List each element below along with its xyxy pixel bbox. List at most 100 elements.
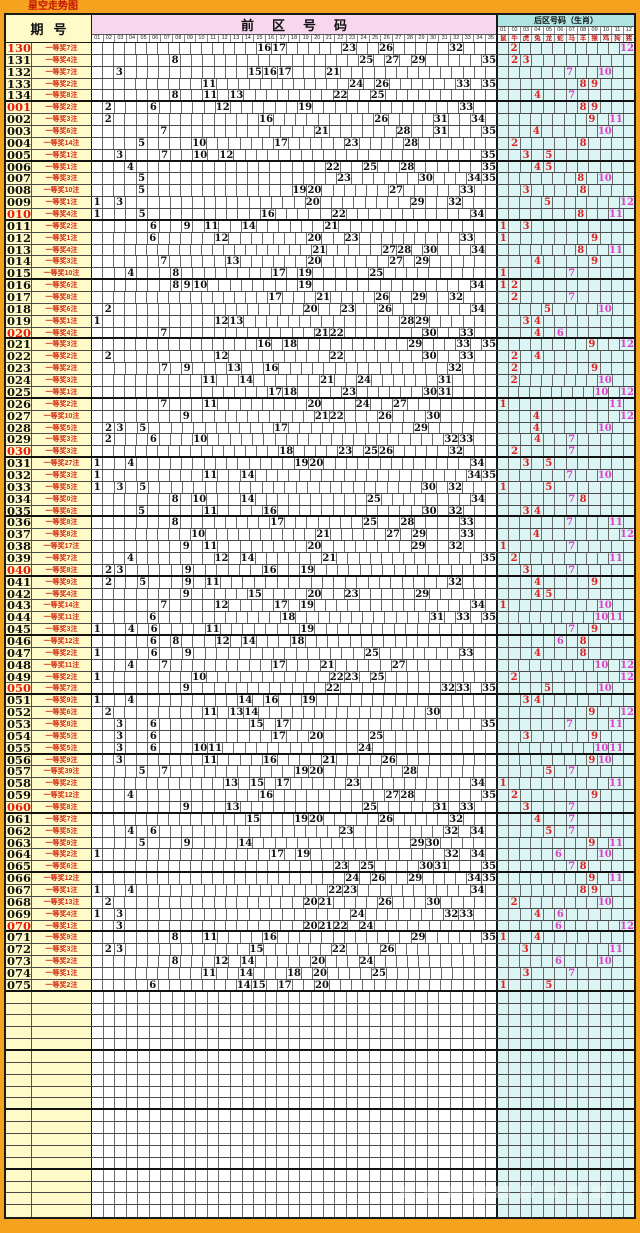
back-cell (498, 742, 509, 753)
front-cell (148, 149, 160, 160)
front-cell (438, 43, 450, 54)
back-cell (553, 410, 565, 422)
back-cell: 8 (576, 244, 587, 256)
front-cell (263, 137, 275, 149)
back-cell (584, 659, 595, 671)
front-cell (248, 790, 260, 801)
front-cell (291, 149, 302, 160)
front-cell (254, 1003, 266, 1015)
front-cell (281, 327, 293, 338)
front-cell: 20 (309, 766, 325, 778)
front-cell (147, 968, 159, 979)
front-cell (92, 588, 104, 600)
front-cell (137, 932, 148, 944)
back-cell (544, 363, 556, 375)
front-cell (449, 493, 460, 505)
back-cell (624, 612, 634, 623)
front-cell (252, 802, 263, 812)
front-cell: 24 (349, 78, 365, 90)
back-cell (565, 920, 576, 931)
front-cell (334, 932, 345, 944)
front-cell (103, 885, 115, 896)
back-cell (587, 896, 598, 908)
front-cell (279, 861, 291, 872)
front-cell: 4 (126, 825, 137, 837)
front-cell (434, 339, 446, 351)
front-cell (358, 1039, 370, 1050)
front-cell (191, 78, 203, 90)
back-cell (578, 280, 590, 292)
back-cell (578, 327, 590, 338)
back-cell (531, 718, 543, 730)
period-cell: 028 (6, 420, 32, 435)
front-cell: 27 (385, 790, 401, 802)
front-cell (416, 1003, 428, 1015)
back-cell (598, 873, 609, 885)
front-cell (114, 979, 126, 990)
front-cell: 31 (433, 126, 449, 138)
front-cell: 7 (159, 327, 170, 339)
front-cell (474, 1027, 486, 1039)
front-cell (302, 742, 314, 753)
front-cell (416, 1051, 428, 1062)
front-cell (150, 1157, 162, 1168)
front-cell: 23 (342, 386, 358, 398)
front-cell (459, 209, 471, 219)
front-cell (283, 78, 295, 90)
front-cell (172, 624, 183, 634)
back-cell (555, 220, 567, 232)
front-cell: 21 (312, 244, 328, 256)
front-cell (381, 885, 392, 896)
back-cell (624, 256, 634, 267)
front-cell (486, 233, 496, 244)
front-cell (228, 78, 240, 90)
front-cell (293, 683, 304, 694)
prize-label: 一等奖1注 (32, 885, 92, 896)
front-cell (319, 671, 330, 683)
front-cell (114, 505, 126, 516)
front-cell (434, 78, 446, 90)
front-cell (341, 612, 353, 624)
front-cell: 30 (426, 410, 442, 422)
front-cell (137, 659, 149, 671)
front-cell (358, 209, 370, 219)
back-cell (521, 541, 533, 552)
front-cell: 7 (160, 766, 171, 777)
back-cell (576, 718, 587, 730)
front-cell (240, 422, 252, 434)
front-cell (408, 66, 420, 78)
front-cell (104, 991, 116, 1003)
table-row: 052 一等奖6注 2 11 13 14 30 9 12 (6, 706, 634, 719)
front-cell (428, 1051, 440, 1062)
front-cell (289, 1062, 301, 1074)
front-cell (161, 1027, 174, 1039)
front-cell (416, 1145, 428, 1157)
front-cell (193, 944, 205, 956)
front-cell (115, 363, 126, 375)
front-cell (298, 730, 310, 742)
front-cell: 14 (241, 220, 257, 232)
front-cell (321, 209, 332, 219)
front-cell (127, 1027, 139, 1039)
front-cell (103, 754, 115, 766)
back-cell (589, 695, 601, 707)
back-cell: 9 (589, 885, 601, 896)
front-cell (219, 280, 231, 292)
back-cell (520, 920, 532, 931)
front-cell (114, 161, 126, 173)
front-cell: 14 (240, 469, 256, 481)
front-cell (192, 327, 204, 338)
front-cell (185, 1062, 197, 1074)
front-cell (248, 849, 260, 861)
front-cell (180, 813, 192, 825)
front-cell (202, 861, 214, 872)
front-cell (334, 896, 345, 908)
front-cell (347, 1003, 359, 1015)
front-cell (403, 209, 415, 219)
front-cell (193, 102, 205, 114)
back-cell (498, 659, 509, 671)
front-cell (404, 707, 416, 718)
front-cell (312, 1086, 324, 1098)
period-cell: 014 (6, 254, 32, 269)
front-cell (427, 43, 439, 54)
